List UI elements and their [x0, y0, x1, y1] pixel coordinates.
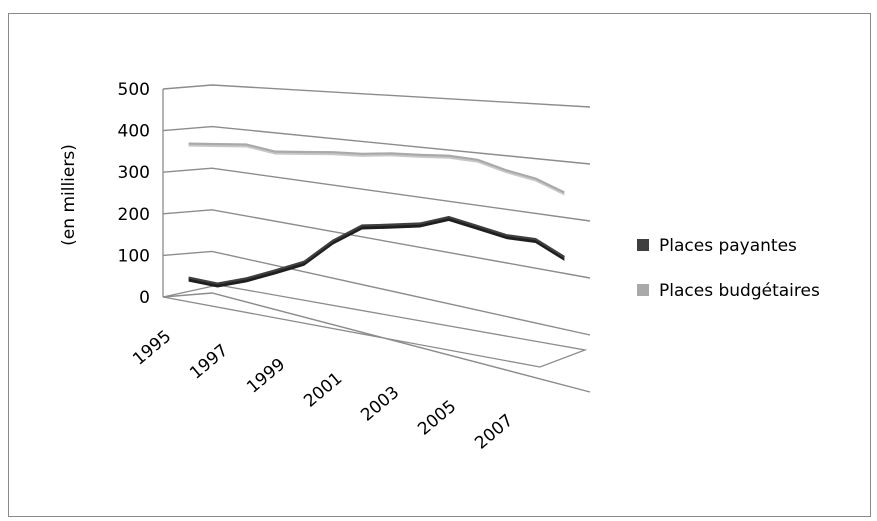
series-ribbon-0	[188, 217, 565, 288]
series-line-1	[188, 142, 565, 194]
y-tick-label: 200	[118, 205, 150, 225]
gridline-0	[162, 292, 591, 393]
legend-entry: Places budgétaires	[659, 281, 820, 301]
chart-area	[8, 13, 871, 517]
y-tick-label: 300	[118, 163, 150, 183]
gridline-200	[162, 209, 591, 279]
x-tick-label: 2007	[471, 411, 517, 454]
gridline-300	[162, 167, 591, 222]
x-tick-label: 1999	[243, 355, 289, 398]
y-tick-label: 500	[118, 80, 150, 100]
y-tick-label: 400	[118, 122, 150, 142]
series-ribbon-1	[188, 143, 565, 196]
y-axis-label: (en milliers)	[59, 144, 79, 246]
x-tick-label: 1995	[129, 327, 175, 370]
gridline-400	[162, 125, 591, 165]
gridline-100	[162, 250, 591, 336]
x-tick-label: 2001	[300, 369, 346, 412]
chart-floor	[162, 284, 588, 368]
x-tick-label: 2003	[357, 383, 403, 426]
gridline-500	[162, 84, 591, 108]
legend-entry: Places payantes	[659, 236, 797, 256]
legend-swatch	[637, 284, 649, 296]
legend-swatch	[637, 239, 649, 251]
y-tick-label: 0	[139, 288, 150, 308]
y-tick-label: 100	[118, 246, 150, 266]
series-line-0	[188, 215, 565, 285]
x-tick-label: 2005	[414, 397, 460, 440]
x-tick-label: 1997	[186, 341, 232, 384]
